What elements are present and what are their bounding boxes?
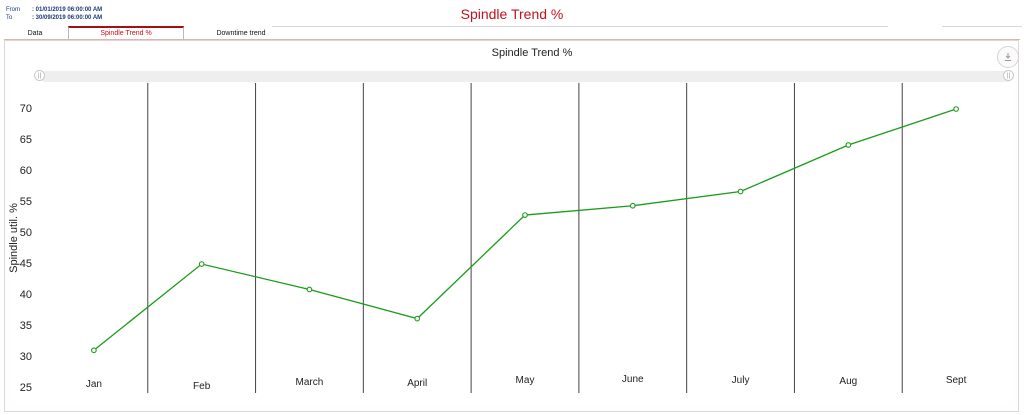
y-axis-label: Spindle util. %	[8, 203, 20, 273]
y-tick-label-55: 55	[20, 196, 32, 208]
data-point-feb	[198, 261, 205, 267]
y-tick-label-70: 70	[20, 103, 32, 115]
to-value: : 30/09/2019 06:00:00 AM	[32, 15, 103, 21]
grid-layer	[147, 83, 903, 393]
series-layer	[91, 106, 959, 354]
from-label: From	[6, 7, 20, 13]
x-tick-labels: Jan Feb March April May June July Aug Sept	[86, 374, 967, 392]
x-tick-label-may: May	[516, 375, 535, 386]
data-point-july	[737, 188, 744, 195]
data-point-april	[414, 315, 421, 322]
data-point-may	[522, 212, 528, 218]
tab-underline	[4, 39, 1020, 40]
y-tick-label-25: 25	[20, 382, 32, 394]
y-tick-label-45: 45	[20, 258, 32, 270]
y-tick-label-30: 30	[20, 351, 32, 363]
chart-title: Spindle Trend %	[492, 47, 573, 59]
to-label: To	[6, 15, 13, 21]
x-tick-label-aug: Aug	[839, 376, 857, 387]
data-point-sept	[953, 106, 959, 112]
x-tick-label-feb: Feb	[193, 381, 211, 392]
x-tick-label-march: March	[296, 377, 324, 388]
x-tick-label-june: June	[622, 374, 644, 385]
title-divider-right	[942, 26, 1022, 27]
x-tick-label-jan: Jan	[86, 379, 102, 390]
chart-panel	[4, 40, 1019, 412]
tab-downtime-trend[interactable]: Downtime trend	[216, 30, 266, 37]
x-tick-label-april: April	[407, 378, 427, 389]
range-scrollbar[interactable]	[40, 71, 1012, 82]
y-tick-label-40: 40	[20, 289, 32, 301]
data-point-aug	[845, 142, 852, 148]
y-tick-labels: 25 30 35 40 45 50 55 60 65 70	[20, 103, 32, 394]
data-point-jan	[91, 347, 97, 354]
x-tick-label-sept: Sept	[946, 375, 967, 386]
from-value: : 01/01/2019 06:00:00 AM	[32, 7, 103, 13]
y-tick-label-50: 50	[20, 227, 32, 239]
y-tick-label-65: 65	[20, 134, 32, 146]
date-range: From : 01/01/2019 06:00:00 AM To : 30/09/2…	[6, 6, 102, 22]
page-title: Spindle Trend %	[460, 6, 564, 22]
tab-bar: Data Spindle Trend % Downtime trend	[4, 26, 1020, 40]
title-divider	[272, 26, 888, 27]
y-tick-label-60: 60	[20, 165, 32, 177]
download-icon	[1005, 53, 1011, 61]
range-handle-left[interactable]: ||	[34, 70, 45, 81]
data-point-june	[629, 202, 636, 209]
download-button[interactable]	[997, 46, 1019, 68]
range-handle-right[interactable]: ||	[1003, 70, 1014, 81]
series-line-0	[93, 108, 957, 351]
x-tick-label-july: July	[732, 375, 750, 386]
tab-data[interactable]: Data	[27, 30, 43, 37]
tab-spindle-trend[interactable]: Spindle Trend %	[68, 26, 184, 40]
y-tick-label-35: 35	[20, 320, 32, 332]
data-point-march	[306, 286, 313, 293]
spindle-trend-chart: Spindle Trend % Spindle util. % 25 30 35 40…	[8, 47, 967, 394]
